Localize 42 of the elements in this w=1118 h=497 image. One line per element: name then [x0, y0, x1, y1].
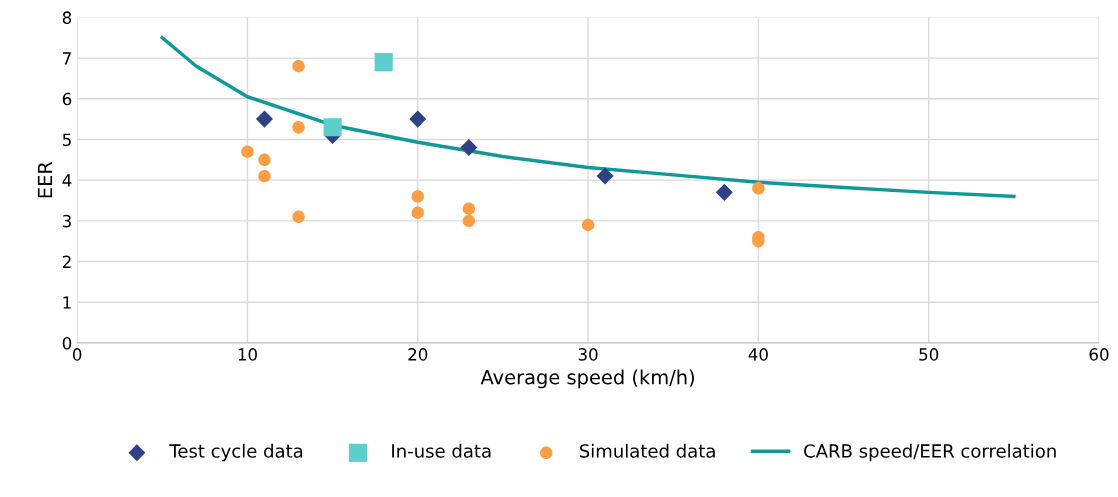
- x-tick-label: 50: [919, 348, 939, 361]
- legend-label: In-use data: [392, 443, 491, 458]
- point: [241, 145, 254, 158]
- point: [292, 60, 305, 73]
- x-tick-label: 30: [578, 348, 598, 361]
- y-tick-label: 2: [62, 255, 71, 268]
- point: [411, 190, 424, 203]
- legend-label: Simulated data: [579, 443, 715, 458]
- point: [292, 121, 305, 134]
- x-tick-label: 40: [748, 348, 768, 361]
- point: [462, 202, 476, 215]
- y-tick-label: 1: [63, 296, 71, 309]
- point: [715, 183, 733, 201]
- legend-label: CARB speed/EER correlation: [804, 443, 1056, 462]
- y-tick-label: 7: [63, 52, 71, 65]
- point: [258, 169, 271, 183]
- y-tick-label: 4: [62, 174, 72, 187]
- point: [752, 182, 765, 195]
- point: [460, 139, 478, 157]
- point: [323, 118, 342, 137]
- point: [255, 110, 273, 128]
- point: [596, 167, 614, 185]
- y-tick-label: 8: [62, 11, 72, 24]
- point: [462, 214, 476, 228]
- point: [409, 110, 427, 128]
- y-tick-label: 0: [62, 336, 72, 350]
- x-tick-label: 60: [1089, 348, 1109, 361]
- y-tick-label: 5: [62, 133, 71, 147]
- point: [258, 153, 271, 167]
- x-tick-label: 0: [72, 348, 82, 361]
- point: [374, 53, 393, 72]
- legend-label: Test cycle data: [169, 443, 303, 462]
- x-tick-label: 20: [408, 348, 428, 361]
- point: [581, 218, 595, 232]
- point: [411, 206, 424, 219]
- y-tick-label: 3: [62, 214, 71, 228]
- line-series: [160, 36, 1016, 199]
- y-tick-label: 6: [62, 92, 72, 106]
- x-axis-title: Average speed (km/h): [480, 369, 694, 389]
- y-axis-title: EER: [37, 161, 53, 198]
- point: [292, 210, 305, 223]
- x-tick-label: 10: [238, 348, 257, 361]
